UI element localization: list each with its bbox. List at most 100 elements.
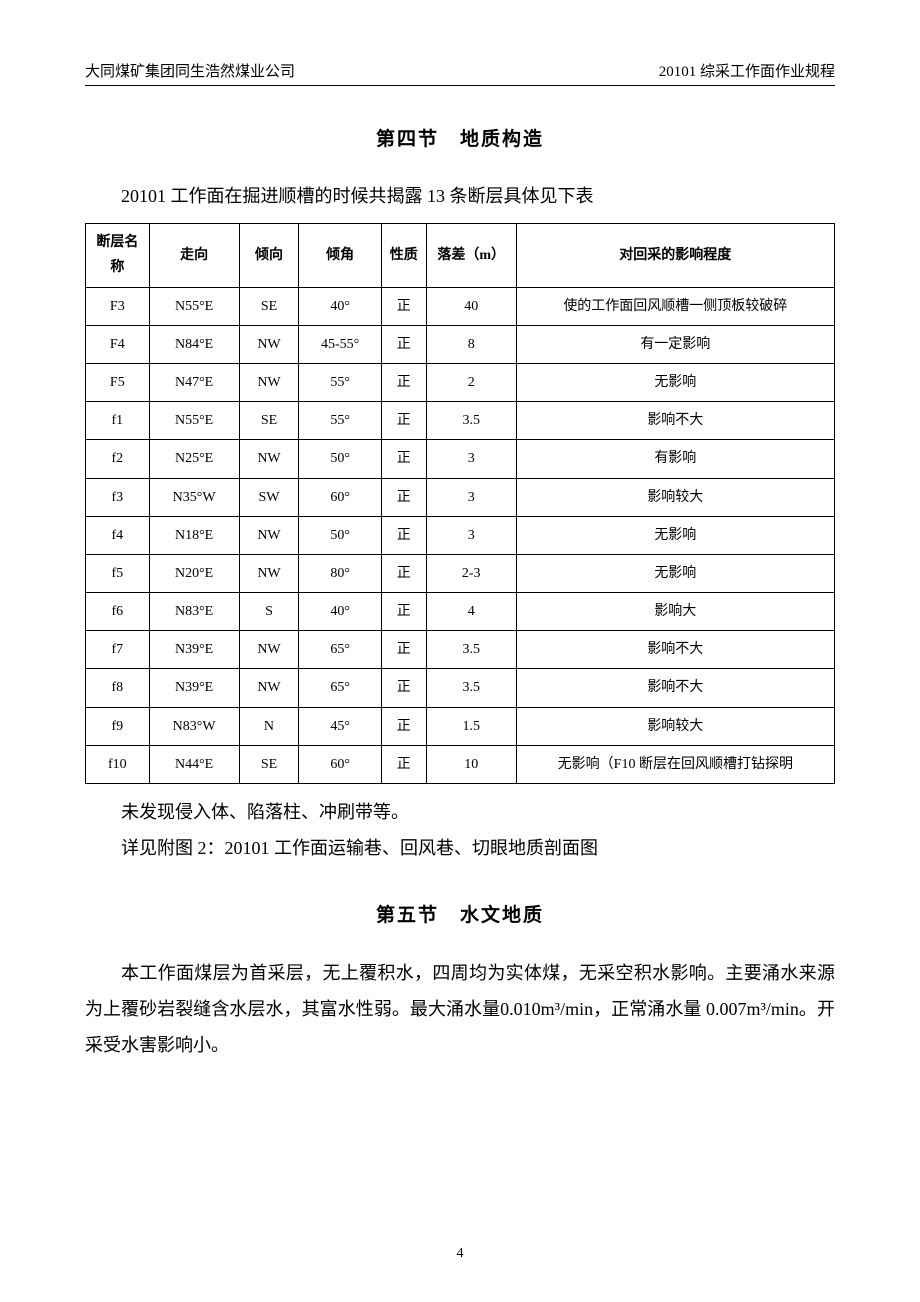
table-row: f8N39°ENW65°正3.5影响不大 [86,669,835,707]
table-cell: 3.5 [426,402,516,440]
page-header: 大同煤矿集团同生浩然煤业公司 20101 综采工作面作业规程 [85,60,835,86]
table-cell: f1 [86,402,150,440]
table-cell: 3.5 [426,669,516,707]
table-cell: 正 [381,707,426,745]
table-cell: 40 [426,287,516,325]
table-cell: 40° [299,593,381,631]
table-cell: N44°E [149,745,239,783]
section4-after-1: 未发现侵入体、陷落柱、冲刷带等。 [85,794,835,830]
table-cell: NW [239,440,299,478]
header-right: 20101 综采工作面作业规程 [659,60,835,81]
table-cell: SE [239,287,299,325]
col-header: 倾向 [239,224,299,287]
table-cell: 正 [381,402,426,440]
table-cell: F5 [86,363,150,401]
col-header: 对回采的影响程度 [516,224,834,287]
table-cell: 正 [381,287,426,325]
table-cell: 45-55° [299,325,381,363]
table-row: f4N18°ENW50°正3无影响 [86,516,835,554]
table-cell: 有影响 [516,440,834,478]
table-cell: 45° [299,707,381,745]
page-number: 4 [0,1246,920,1262]
table-cell: f9 [86,707,150,745]
table-row: f2N25°ENW50°正3有影响 [86,440,835,478]
header-left: 大同煤矿集团同生浩然煤业公司 [85,60,295,81]
section4-after-2: 详见附图 2：20101 工作面运输巷、回风巷、切眼地质剖面图 [85,830,835,866]
table-cell: 3.5 [426,631,516,669]
table-cell: f2 [86,440,150,478]
table-cell: N18°E [149,516,239,554]
table-cell: NW [239,554,299,592]
table-cell: SE [239,402,299,440]
table-cell: N84°E [149,325,239,363]
table-cell: 1.5 [426,707,516,745]
table-cell: 80° [299,554,381,592]
table-cell: f6 [86,593,150,631]
table-cell: 正 [381,325,426,363]
section5-title: 第五节 水文地质 [85,900,835,927]
table-cell: 无影响 [516,554,834,592]
table-cell: NW [239,516,299,554]
table-cell: N83°W [149,707,239,745]
table-cell: 3 [426,516,516,554]
table-cell: 正 [381,440,426,478]
table-cell: f8 [86,669,150,707]
table-cell: N47°E [149,363,239,401]
table-cell: 正 [381,631,426,669]
table-cell: 正 [381,363,426,401]
table-header-row: 断层名称 走向 倾向 倾角 性质 落差（m） 对回采的影响程度 [86,224,835,287]
table-cell: 正 [381,593,426,631]
table-cell: 正 [381,745,426,783]
table-cell: 影响大 [516,593,834,631]
table-row: f10N44°ESE60°正10无影响（F10 断层在回风顺槽打钻探明 [86,745,835,783]
table-cell: SW [239,478,299,516]
fault-table: 断层名称 走向 倾向 倾角 性质 落差（m） 对回采的影响程度 F3N55°ES… [85,223,835,784]
table-cell: 3 [426,478,516,516]
table-cell: S [239,593,299,631]
table-cell: 60° [299,478,381,516]
table-cell: F4 [86,325,150,363]
col-header: 落差（m） [426,224,516,287]
table-cell: 影响较大 [516,707,834,745]
table-cell: f7 [86,631,150,669]
table-cell: N25°E [149,440,239,478]
table-cell: 无影响 [516,363,834,401]
col-header: 断层名称 [86,224,150,287]
table-row: f9N83°WN45°正1.5影响较大 [86,707,835,745]
table-cell: NW [239,631,299,669]
table-row: f5N20°ENW80°正2-3无影响 [86,554,835,592]
table-cell: 4 [426,593,516,631]
table-cell: 影响较大 [516,478,834,516]
table-cell: 无影响 [516,516,834,554]
table-cell: 65° [299,631,381,669]
table-row: f1N55°ESE55°正3.5影响不大 [86,402,835,440]
table-cell: 影响不大 [516,669,834,707]
col-header: 倾角 [299,224,381,287]
table-cell: 65° [299,669,381,707]
table-cell: 50° [299,516,381,554]
table-cell: 55° [299,402,381,440]
table-cell: N55°E [149,287,239,325]
table-cell: SE [239,745,299,783]
table-cell: NW [239,363,299,401]
table-cell: F3 [86,287,150,325]
table-cell: 2-3 [426,554,516,592]
table-cell: 40° [299,287,381,325]
table-cell: 2 [426,363,516,401]
table-cell: 55° [299,363,381,401]
table-cell: 使的工作面回风顺槽一侧顶板较破碎 [516,287,834,325]
table-cell: 影响不大 [516,402,834,440]
table-cell: N [239,707,299,745]
table-cell: NW [239,325,299,363]
table-row: F4N84°ENW45-55°正8有一定影响 [86,325,835,363]
table-cell: NW [239,669,299,707]
table-cell: 50° [299,440,381,478]
table-row: f6N83°ES40°正4影响大 [86,593,835,631]
table-cell: f4 [86,516,150,554]
table-cell: 正 [381,554,426,592]
table-cell: N39°E [149,669,239,707]
table-cell: N20°E [149,554,239,592]
table-cell: N83°E [149,593,239,631]
table-cell: N35°W [149,478,239,516]
table-row: f7N39°ENW65°正3.5影响不大 [86,631,835,669]
